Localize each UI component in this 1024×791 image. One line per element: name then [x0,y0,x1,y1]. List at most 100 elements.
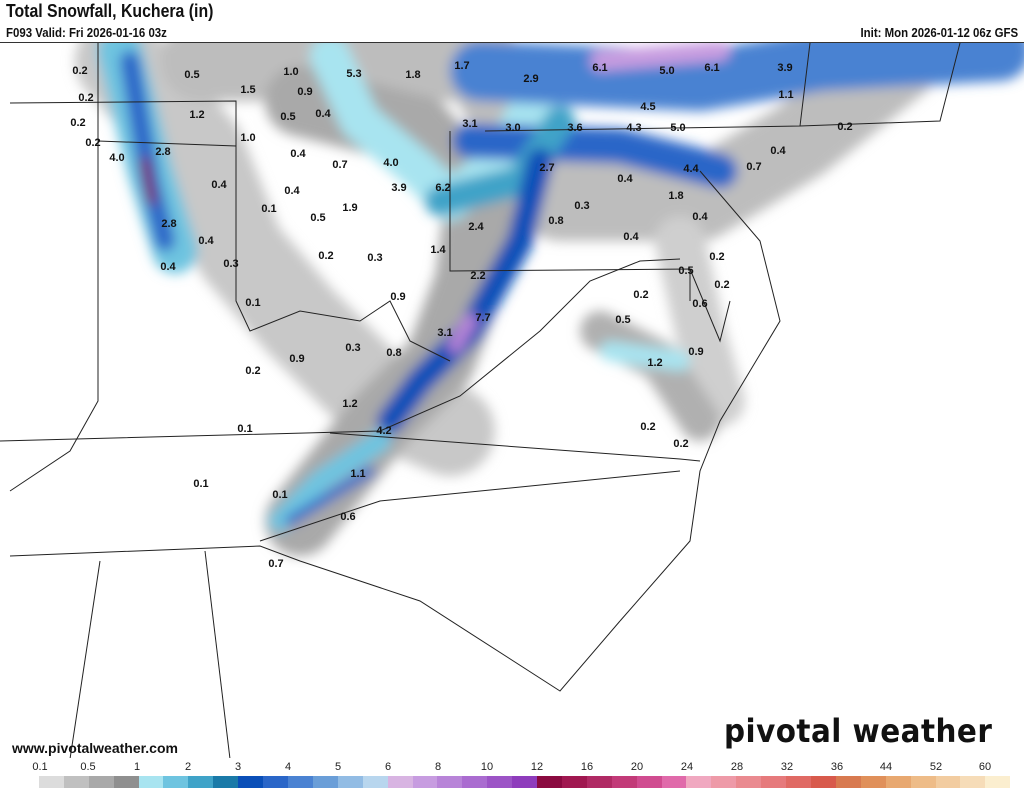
colorbar-swatch [462,776,488,788]
snowfall-value-label: 0.9 [688,346,704,358]
colorbar-tick-label: 0.5 [80,761,96,773]
colorbar-swatch [163,776,189,788]
snowfall-value-label: 3.6 [567,122,583,134]
snowfall-value-label: 0.4 [315,108,331,120]
snowfall-value-label: 0.4 [617,173,633,185]
colorbar-tick-label: 0.1 [32,761,48,773]
snowfall-value-label: 0.5 [615,314,631,326]
snowfall-value-label: 0.2 [673,438,689,450]
snowfall-value-label: 0.3 [574,200,590,212]
colorbar-swatch [711,776,737,788]
colorbar-swatch [412,776,438,788]
snowfall-value-label: 0.5 [280,111,296,123]
snowfall-map[interactable]: 0.2 0.5 1.0 5.3 1.8 1.7 2.9 6.1 5.0 6.1 3.9 0.2 1.5 0… [0,42,1024,758]
colorbar-swatch [487,776,513,788]
colorbar-swatch [387,776,413,788]
snowfall-value-label: 0.2 [837,121,853,133]
snowfall-value-label: 4.0 [383,157,399,169]
colorbar-swatch [736,776,762,788]
snowfall-value-label: 0.3 [345,342,361,354]
colorbar-tick-label: 1 [133,761,141,773]
colorbar-swatch [213,776,239,788]
snowfall-value-label: 0.4 [692,211,708,223]
colorbar-swatch [537,776,562,788]
snowfall-value-label: 0.2 [714,279,730,291]
snowfall-shading [0,43,1024,758]
snowfall-value-label: 0.6 [340,511,356,523]
colorbar-swatch [686,776,712,788]
colorbar-tick-label: 60 [978,761,992,773]
colorbar-swatch [885,776,911,788]
snowfall-value-label: 5.3 [346,68,362,80]
colorbar-swatch [437,776,463,788]
snowfall-value-label: 3.9 [391,182,407,194]
snowfall-value-label: 5.0 [670,122,686,134]
snowfall-value-label: 6.2 [435,182,451,194]
colorbar-swatch [512,776,538,788]
snowfall-value-label: 0.5 [184,69,200,81]
snowfall-value-label: 4.2 [376,425,392,437]
colorbar-swatch [138,776,164,788]
colorbar-tick-labels: 0.1 0.5 1 2 3 4 5 6 8 10 12 16 20 24 28 32 36 44 52 60 [0,761,1024,774]
site-url[interactable]: www.pivotalweather.com [12,740,178,756]
state-borders [0,43,961,758]
snowfall-value-label: 0.9 [289,353,305,365]
snowfall-value-label: 0.2 [633,289,649,301]
colorbar-tick-label: 3 [234,761,242,773]
colorbar-tick-label: 24 [680,761,694,773]
colorbar-tick-label: 28 [730,761,744,773]
snowfall-value-label: 1.4 [430,244,446,256]
snowfall-value-label: 0.7 [268,558,284,570]
snowfall-value-label: 0.2 [78,92,94,104]
snowfall-value-label: 0.1 [245,297,261,309]
snowfall-value-label: 0.7 [332,159,348,171]
snowfall-value-label: 4.4 [683,163,699,175]
snowfall-value-label: 1.2 [342,398,358,410]
colorbar-tick-label: 4 [284,761,292,773]
colorbar-tick-label: 5 [334,761,342,773]
colorbar-swatch [561,776,587,788]
colorbar-tick-label: 36 [830,761,844,773]
snowfall-value-label: 0.1 [237,423,253,435]
snowfall-value-label: 2.8 [161,218,177,230]
colorbar-swatch [960,776,986,788]
snowfall-value-label: 0.4 [211,179,227,191]
snowfall-value-label: 1.2 [647,357,663,369]
snowfall-value-label: 7.7 [475,312,491,324]
colorbar-swatch [586,776,612,788]
colorbar-swatch [263,776,288,788]
colorbar-tick-label: 8 [434,761,442,773]
colorbar-swatch [362,776,388,788]
snowfall-value-label: 2.4 [468,221,484,233]
snowfall-value-label: 2.2 [470,270,486,282]
snowfall-value-label: 0.6 [692,298,708,310]
colorbar-swatch [860,776,886,788]
snowfall-value-label: 0.4 [770,145,786,157]
colorbar-tick-label: 16 [580,761,594,773]
snowfall-value-label: 1.0 [240,132,256,144]
colorbar-tick-label: 6 [384,761,392,773]
colorbar-swatch [312,776,338,788]
snowfall-value-label: 1.8 [668,190,684,202]
colorbar-swatch [611,776,637,788]
snowfall-value-label: 0.3 [223,258,239,270]
snowfall-value-label: 0.4 [284,185,300,197]
colorbar-swatch [287,776,313,788]
colorbar-swatch [63,776,89,788]
colorbar-tick-label: 2 [184,761,192,773]
colorbar-tick-label: 10 [480,761,494,773]
snowfall-value-label: 3.0 [505,122,521,134]
init-time: Init: Mon 2026-01-12 06z GFS [860,25,1018,40]
snowfall-value-label: 4.5 [640,101,656,113]
colorbar-swatch [113,776,139,788]
colorbar-tick-label: 32 [780,761,794,773]
snowfall-value-label: 6.1 [704,62,720,74]
snowfall-value-label: 2.9 [523,73,539,85]
snowfall-value-label: 0.2 [85,137,101,149]
colorbar-swatches [14,776,1011,788]
snowfall-value-label: 0.4 [160,261,176,273]
snowfall-value-label: 1.0 [283,66,299,78]
colorbar-swatch [811,776,836,788]
snowfall-value-label: 0.2 [70,117,86,129]
pivotal-weather-logo: pivotal weather [724,712,993,750]
